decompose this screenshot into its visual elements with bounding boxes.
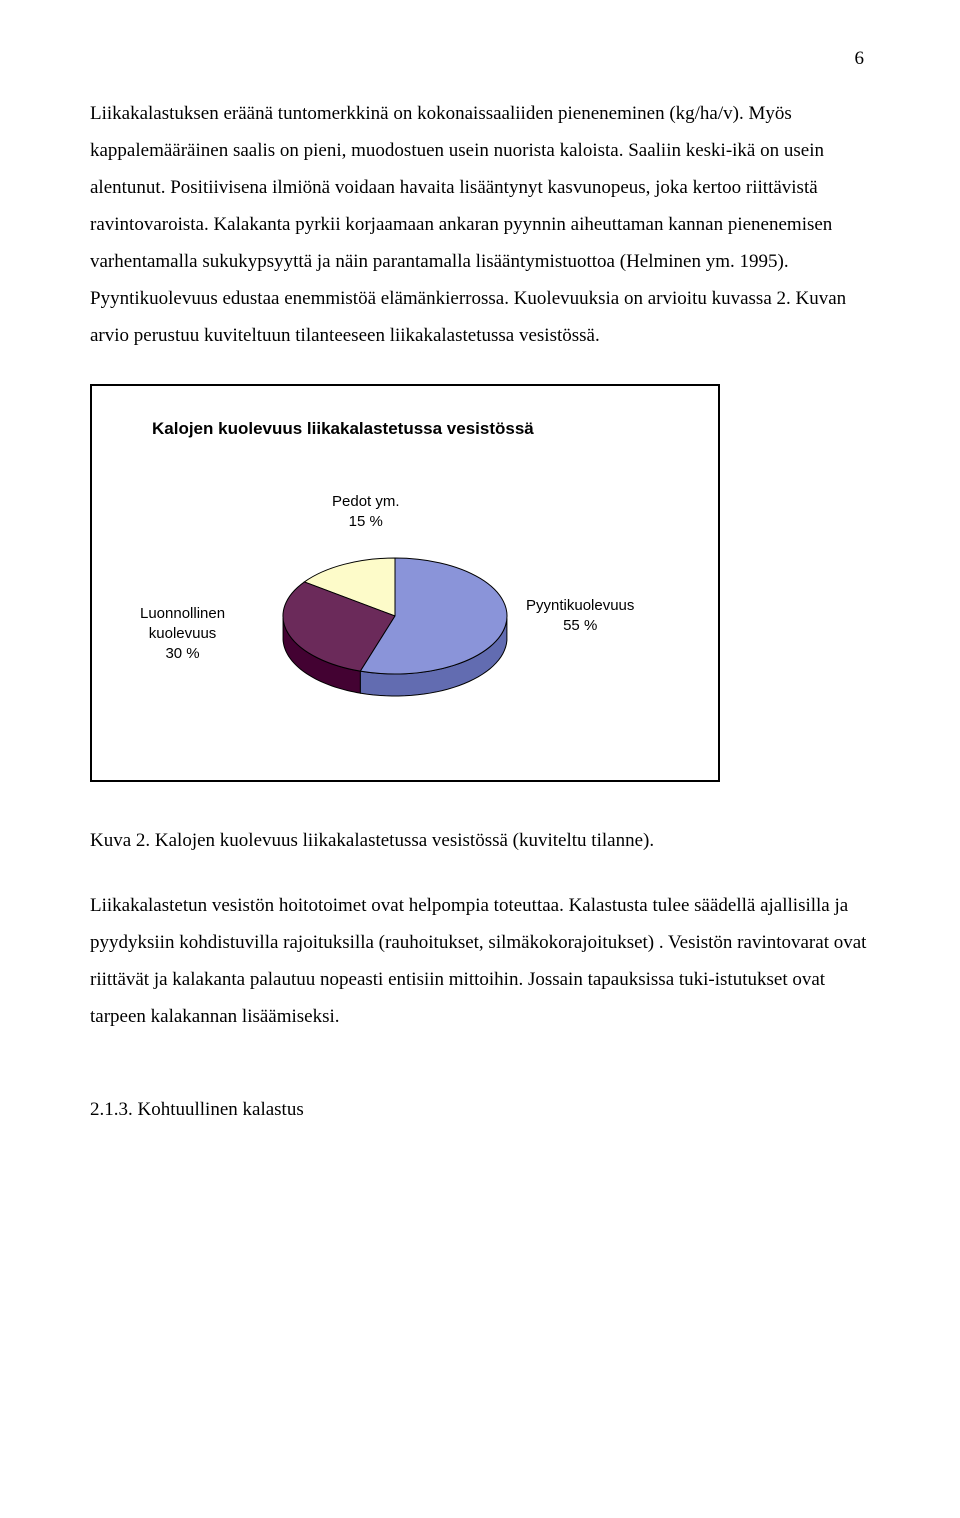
pie-label-luonnollinen: Luonnollinen kuolevuus 30 % [140, 604, 225, 665]
pie-label-pyyntikuolevuus: Pyyntikuolevuus 55 % [526, 596, 634, 637]
page-number: 6 [90, 40, 870, 77]
label-line: 30 % [165, 645, 199, 662]
pie-chart [280, 556, 520, 729]
section-heading: 2.1.3. Kohtuullinen kalastus [90, 1091, 870, 1128]
paragraph-1: Liikakalastuksen eräänä tuntomerkkinä on… [90, 95, 870, 354]
label-line: Pedot ym. [332, 493, 400, 510]
figure-caption: Kuva 2. Kalojen kuolevuus liikakalastetu… [90, 822, 870, 859]
label-line: kuolevuus [149, 625, 217, 642]
chart-title: Kalojen kuolevuus liikakalastetussa vesi… [152, 412, 688, 445]
pie-svg [280, 556, 520, 716]
pie-chart-figure: Kalojen kuolevuus liikakalastetussa vesi… [90, 384, 720, 781]
chart-area: Pedot ym. 15 % Luonnollinen kuolevuus 30… [122, 496, 688, 726]
label-line: 15 % [349, 513, 383, 530]
label-line: Pyyntikuolevuus [526, 597, 634, 614]
label-line: Luonnollinen [140, 605, 225, 622]
paragraph-2: Liikakalastetun vesistön hoitotoimet ova… [90, 887, 870, 1035]
pie-label-pedot: Pedot ym. 15 % [332, 492, 400, 533]
label-line: 55 % [563, 617, 597, 634]
